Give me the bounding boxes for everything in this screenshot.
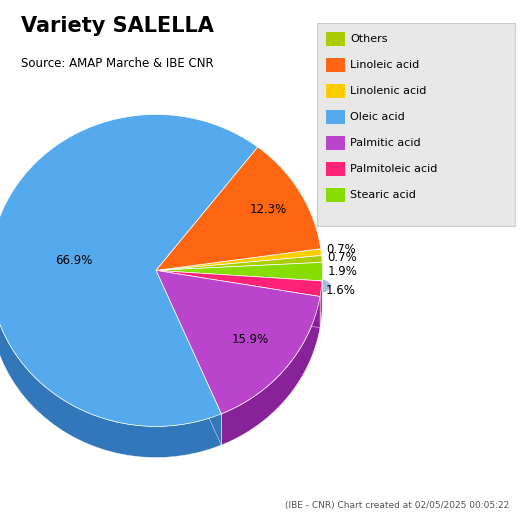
Polygon shape — [156, 270, 222, 445]
FancyBboxPatch shape — [317, 23, 515, 226]
Polygon shape — [156, 255, 322, 270]
Ellipse shape — [0, 263, 331, 309]
Text: 15.9%: 15.9% — [231, 333, 269, 346]
Text: 12.3%: 12.3% — [250, 203, 287, 216]
Text: Linolenic acid: Linolenic acid — [350, 86, 426, 96]
Text: 1.6%: 1.6% — [326, 284, 356, 297]
Text: 0.7%: 0.7% — [326, 243, 356, 256]
Text: Variety SALELLA: Variety SALELLA — [21, 16, 214, 35]
Polygon shape — [0, 114, 258, 426]
Text: 1.9%: 1.9% — [328, 265, 357, 278]
Text: 0.7%: 0.7% — [327, 251, 357, 264]
Polygon shape — [156, 263, 322, 281]
Polygon shape — [222, 296, 320, 445]
Bar — [326, 136, 345, 150]
Bar — [326, 110, 345, 124]
Polygon shape — [156, 270, 320, 328]
Text: Oleic acid: Oleic acid — [350, 112, 405, 122]
Text: Palmitoleic acid: Palmitoleic acid — [350, 164, 437, 174]
Polygon shape — [156, 270, 222, 445]
Bar — [326, 188, 345, 202]
Text: Others: Others — [350, 34, 387, 44]
Bar — [326, 84, 345, 98]
Text: Palmitic acid: Palmitic acid — [350, 138, 421, 148]
Bar — [326, 162, 345, 176]
Polygon shape — [156, 270, 322, 312]
Text: (IBE - CNR) Chart created at 02/05/2025 00:05:22: (IBE - CNR) Chart created at 02/05/2025 … — [285, 501, 510, 510]
Polygon shape — [156, 270, 320, 414]
Text: 66.9%: 66.9% — [55, 254, 92, 267]
Polygon shape — [156, 263, 322, 302]
Polygon shape — [156, 147, 321, 270]
Polygon shape — [156, 270, 320, 328]
Polygon shape — [320, 281, 322, 328]
Text: Source: AMAP Marche & IBE CNR: Source: AMAP Marche & IBE CNR — [21, 57, 213, 70]
Bar — [326, 58, 345, 72]
Polygon shape — [156, 270, 322, 296]
Polygon shape — [156, 249, 322, 270]
Polygon shape — [0, 267, 222, 458]
Bar — [326, 32, 345, 46]
Polygon shape — [156, 263, 322, 302]
Text: Linoleic acid: Linoleic acid — [350, 60, 419, 70]
Polygon shape — [156, 270, 322, 312]
Text: Stearic acid: Stearic acid — [350, 190, 416, 200]
